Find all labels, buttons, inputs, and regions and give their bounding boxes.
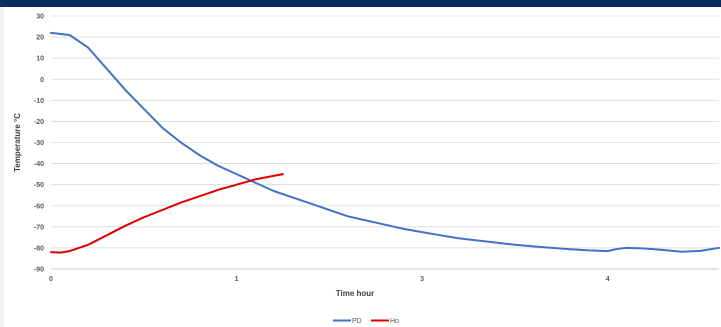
y-tick-label: 0	[40, 77, 44, 84]
top-banner	[0, 0, 721, 7]
x-tick-label: 0	[49, 276, 53, 283]
y-tick-label: -30	[34, 140, 44, 147]
y-axis-title: Temperature °C	[13, 113, 22, 172]
left-strip	[0, 7, 4, 327]
x-tick-label: 4	[606, 276, 610, 283]
series-line-ho	[50, 173, 284, 254]
y-tick-label: 10	[36, 56, 44, 63]
y-tick-label: -10	[34, 98, 44, 105]
axes: 30 20 10 0 -10 -20 -30 -40 -50 -60 -70 -80 -90 0 1 3 4	[34, 14, 719, 283]
y-tick-label: -80	[34, 245, 44, 252]
y-tick-label: -50	[34, 182, 44, 189]
y-tick-label: -40	[34, 161, 44, 168]
legend-label-pd: PD	[352, 318, 362, 325]
legend: PD Ho	[333, 318, 399, 325]
legend-label-ho: Ho	[390, 318, 399, 325]
y-tick-label: -70	[34, 224, 44, 231]
gridlines	[51, 15, 719, 270]
series	[50, 31, 720, 254]
series-line-pd	[50, 31, 720, 253]
y-tick-label: -90	[34, 267, 44, 274]
y-tick-label: -20	[34, 119, 44, 126]
x-tick-label: 3	[420, 276, 424, 283]
y-tick-label: 30	[36, 14, 44, 21]
x-tick-label: 1	[235, 276, 239, 283]
y-tick-label: -60	[34, 203, 44, 210]
x-axis-title: Time hour	[336, 289, 375, 298]
y-tick-label: 20	[36, 35, 44, 42]
